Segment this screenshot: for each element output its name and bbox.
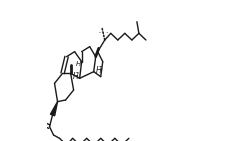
Text: Ḧ: Ḧ bbox=[96, 66, 102, 75]
Text: · · ·: · · · bbox=[99, 30, 108, 35]
Polygon shape bbox=[50, 102, 58, 116]
Text: Ḧ: Ḧ bbox=[73, 72, 78, 81]
Text: H: H bbox=[76, 61, 81, 67]
